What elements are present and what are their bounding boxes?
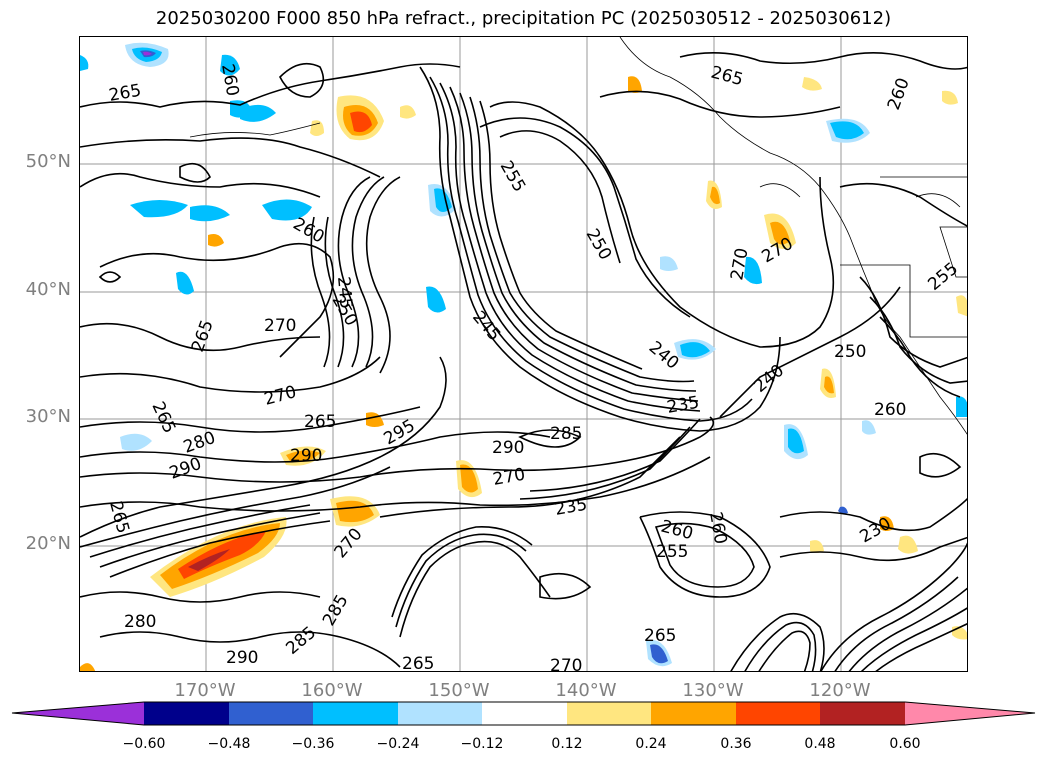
contour-label: 270 — [262, 382, 299, 410]
map-frame: 260 265 265 260 255 250 270 270 260 245 … — [79, 36, 968, 672]
lon-label: 120°W — [809, 680, 871, 701]
contour-label: 295 — [381, 416, 419, 450]
map-title: 2025030200 F000 850 hPa refract., precip… — [155, 8, 892, 29]
contour-label: 255 — [496, 158, 530, 196]
colorbar-tick-label: −0.24 — [376, 736, 420, 752]
colorbar-bin — [736, 702, 820, 725]
colorbar-tick-label: −0.60 — [122, 736, 166, 752]
colorbar-bin — [398, 702, 482, 725]
colorbar-extend-high — [905, 702, 1035, 725]
contour-label: 245 — [468, 307, 504, 345]
contour-label: 265 — [402, 654, 434, 672]
refractivity-contours — [80, 52, 967, 671]
lon-label: 170°W — [174, 680, 236, 701]
contour-label: 265 — [304, 412, 336, 432]
lat-label: 50°N — [25, 151, 71, 172]
contour-label: 290 — [167, 454, 204, 484]
contour-label: 235 — [665, 393, 700, 418]
colorbar-tick-label: 0.12 — [551, 736, 583, 752]
lat-label: 20°N — [25, 533, 71, 554]
colorbar-bin — [820, 702, 905, 725]
colorbar — [11, 701, 1036, 726]
colorbar-bin — [144, 702, 229, 725]
contour-label: 260 — [884, 75, 914, 112]
contour-label: 255 — [656, 542, 688, 562]
contour-label: 255 — [924, 259, 962, 295]
contour-label: 265 — [105, 499, 133, 536]
colorbar-bin — [567, 702, 651, 725]
contour-label: 245 — [333, 276, 356, 310]
contour-label: 290 — [492, 438, 524, 458]
contour-label: 270 — [550, 656, 582, 672]
contour-label: 285 — [282, 623, 320, 659]
contour-label: 285 — [319, 591, 353, 629]
colorbar-tick-label: −0.48 — [207, 736, 251, 752]
contour-label: 265 — [147, 399, 179, 437]
colorbar-bin — [651, 702, 736, 725]
weather-map: 260 265 265 260 255 250 270 270 260 245 … — [80, 37, 967, 672]
contour-label: 260 — [874, 400, 906, 420]
contour-label: 260 — [705, 510, 730, 545]
colorbar-extend-low — [12, 702, 144, 725]
contour-labels: 260 265 265 260 255 250 270 270 260 245 … — [105, 62, 962, 672]
contour-label: 280 — [181, 428, 218, 458]
contour-label: 285 — [550, 424, 582, 444]
contour-label: 265 — [644, 626, 676, 646]
colorbar-tick-label: −0.12 — [460, 736, 504, 752]
contour-label: 265 — [188, 317, 218, 354]
colorbar-bin — [482, 702, 567, 725]
lon-label: 150°W — [428, 680, 490, 701]
contour-label: 280 — [124, 612, 156, 632]
contour-label: 270 — [264, 316, 296, 336]
colorbar-tick-label: 0.36 — [720, 736, 752, 752]
lon-label: 130°W — [682, 680, 744, 701]
colorbar-tick-label: −0.36 — [291, 736, 335, 752]
contour-label: 290 — [290, 446, 322, 466]
lon-label: 140°W — [555, 680, 617, 701]
contour-label: 235 — [553, 495, 588, 520]
colorbar-bin — [229, 702, 313, 725]
contour-label: 250 — [834, 342, 866, 362]
lon-label: 160°W — [301, 680, 363, 701]
contour-label: 265 — [107, 81, 142, 106]
contour-label: 270 — [331, 524, 367, 562]
colorbar-tick-label: 0.60 — [889, 736, 921, 752]
colorbar-tick-label: 0.24 — [635, 736, 667, 752]
contour-label: 260 — [217, 62, 242, 97]
contour-label: 260 — [659, 517, 696, 545]
lat-label: 40°N — [25, 279, 71, 300]
lat-label: 30°N — [25, 406, 71, 427]
contour-label: 270 — [491, 465, 526, 490]
contour-label: 290 — [226, 648, 258, 668]
colorbar-bin — [313, 702, 398, 725]
colorbar-tick-label: 0.48 — [804, 736, 836, 752]
